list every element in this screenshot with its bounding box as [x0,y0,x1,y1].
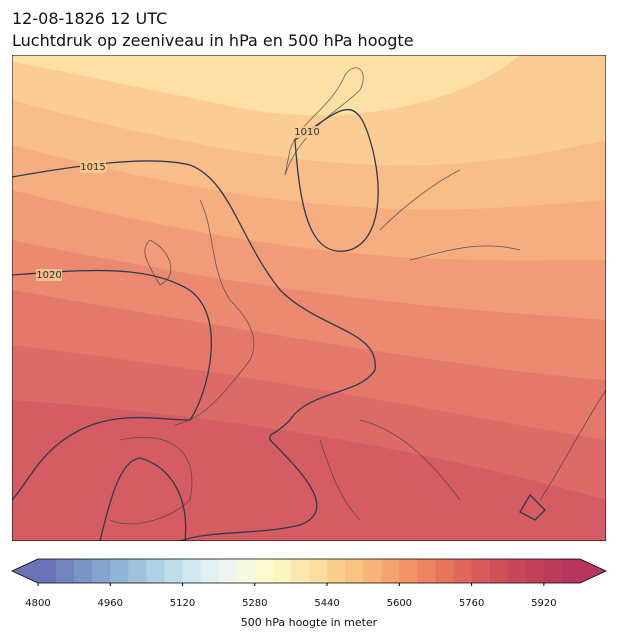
colorbar-block [471,559,491,583]
colorbar-block [74,559,93,583]
colorbar-extend-high [580,559,606,583]
colorbar-block [417,559,436,583]
colorbar-label: 500 hPa hoogte in meter [241,616,378,629]
colorbar-block [128,559,147,583]
colorbar-tick-label: 4960 [98,598,123,609]
colorbar-block [399,559,418,583]
colorbar-tick-label: 5120 [170,598,195,609]
colorbar-block [543,559,563,583]
colorbar-block [309,559,328,583]
colorbar-block [110,559,129,583]
colorbar-block [525,559,545,583]
colorbar-block [453,559,473,583]
colorbar-block [363,559,382,583]
contour-label-bg [80,161,106,173]
contour-label: 1020 [36,270,61,281]
colorbar-block [38,559,57,583]
colorbar-block [381,559,400,583]
contour-label: 1015 [80,162,105,173]
colorbar-block [435,559,455,583]
colorbar-block [92,559,111,583]
colorbar-tick-label: 4800 [25,598,50,609]
colorbar-extend-low [12,559,38,583]
colorbar-block [290,559,310,583]
colorbar-block [561,559,581,583]
colorbar-block [56,559,75,583]
colorbar-block [164,559,184,583]
colorbar-tick-label: 5920 [531,598,556,609]
colorbar-block [489,559,509,583]
colorbar-tick-label: 5280 [242,598,267,609]
colorbar-block [218,559,238,583]
colorbar-outline [11,558,607,584]
contour-label: 1010 [294,127,319,138]
date: 12-08-1826 12 UTC [12,9,167,28]
contour-label-bg [36,269,62,281]
colorbar-block [272,559,292,583]
colorbar-tick-label: 5760 [459,598,484,609]
colorbar-tick-label: 5440 [314,598,339,609]
colorbar-tick-label: 5600 [387,598,412,609]
title: Luchtdruk op zeeniveau in hPa en 500 hPa… [12,31,414,50]
colorbar-block [236,559,256,583]
contour-label-bg [294,126,320,138]
colorbar-block [200,559,220,583]
colorbar-block [254,559,274,583]
colorbar-block [327,559,346,583]
colorbar-block [507,559,527,583]
colorbar-block [345,559,364,583]
colorbar-block [182,559,202,583]
map [12,55,606,541]
colorbar-block [146,559,165,583]
